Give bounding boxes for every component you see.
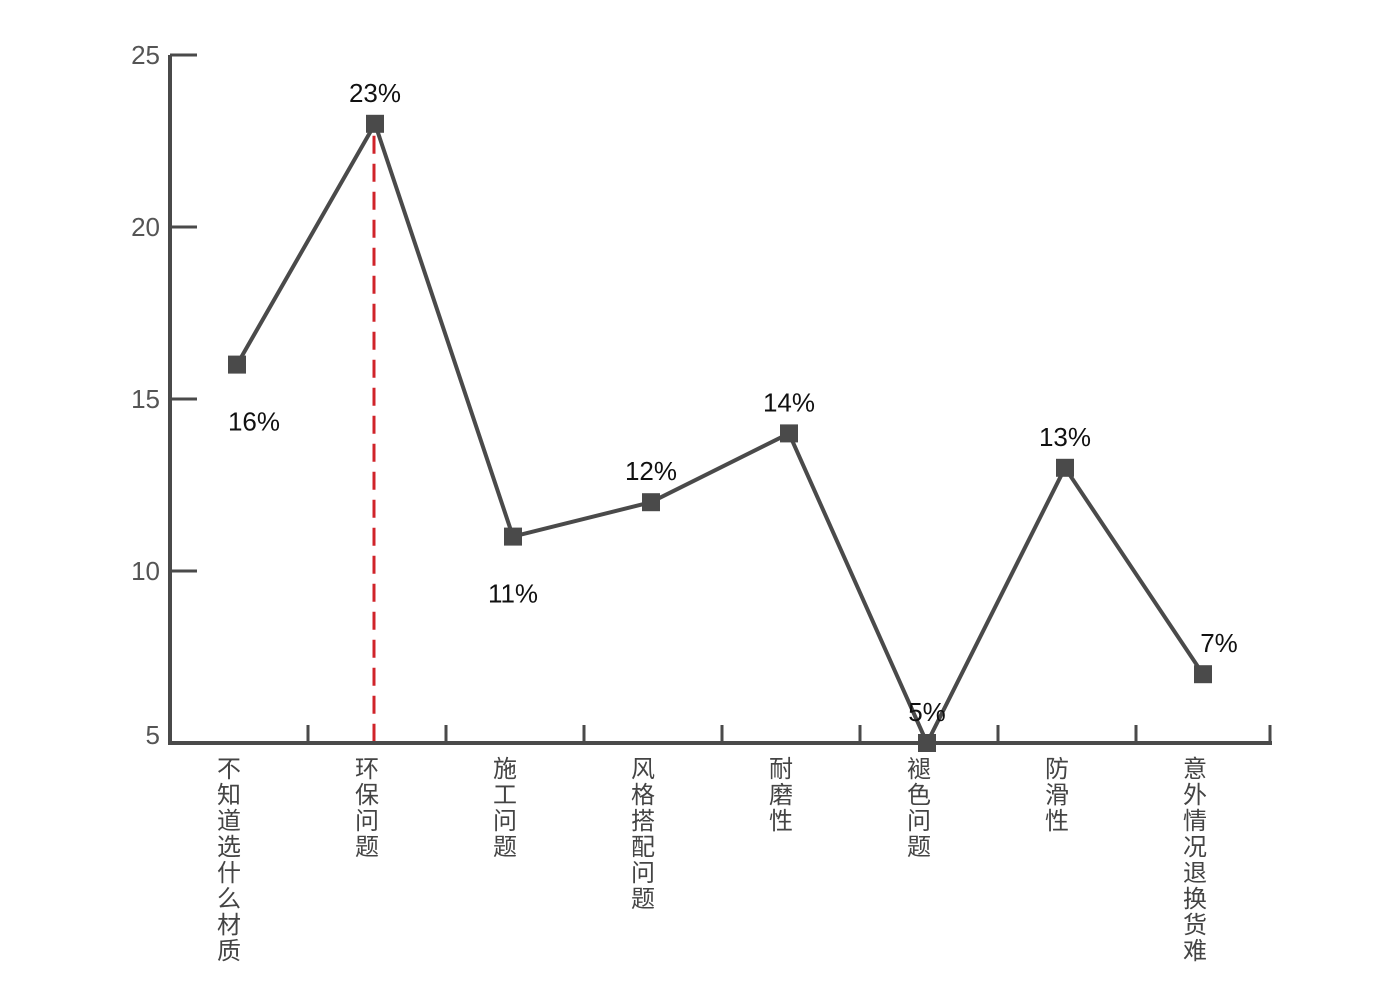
data-point-marker	[504, 527, 522, 546]
data-point-marker	[1056, 458, 1074, 477]
data-point-marker	[1194, 665, 1212, 684]
data-label: 13%	[1039, 422, 1091, 452]
x-category-label: 意外情况退换货难	[1183, 755, 1207, 965]
data-label: 11%	[488, 579, 538, 609]
data-point-marker	[366, 114, 384, 133]
axes	[168, 55, 1272, 745]
data-point-marker	[918, 734, 936, 752]
data-label: 16%	[228, 407, 280, 437]
x-category-label: 防滑性	[1045, 755, 1069, 835]
data-labels: 16% 23% 11% 12% 14% 5% 13% 7%	[228, 78, 1238, 727]
x-category-label: 施工问题	[493, 755, 517, 861]
series	[228, 114, 1212, 752]
data-label: 5%	[908, 697, 946, 727]
data-point-marker	[642, 493, 660, 512]
data-point-marker	[228, 355, 246, 374]
data-label: 14%	[763, 387, 815, 417]
y-ticks: 5 10 15 20 25	[131, 40, 197, 750]
data-label: 23%	[349, 78, 401, 108]
data-point-marker	[780, 424, 798, 443]
x-ticks	[306, 725, 1272, 743]
data-label: 7%	[1200, 628, 1238, 658]
y-tick-label: 25	[131, 40, 160, 70]
x-category-label: 耐磨性	[769, 755, 793, 835]
series-line	[235, 121, 1205, 745]
data-label: 12%	[625, 456, 677, 486]
y-tick-label: 15	[131, 384, 160, 414]
y-tick-label: 10	[131, 556, 160, 586]
y-tick-label: 20	[131, 212, 160, 242]
x-category-label: 环保问题	[355, 755, 379, 861]
x-category-label: 不知道选什么材质	[217, 755, 241, 965]
y-tick-label: 5	[146, 720, 160, 750]
x-category-label: 褪色问题	[907, 755, 931, 861]
x-category-label: 风格搭配问题	[631, 755, 655, 913]
